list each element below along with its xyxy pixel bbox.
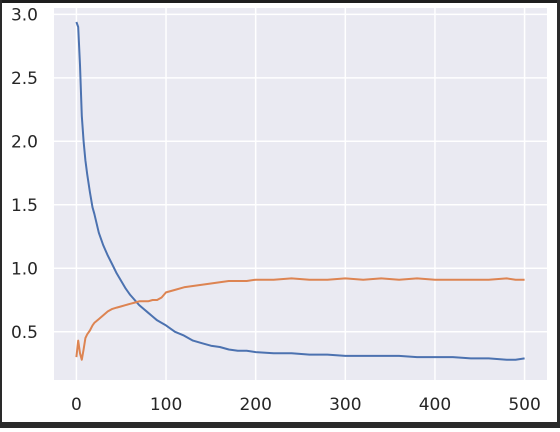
series-line-1 (75, 21, 525, 361)
x-tick-label: 400 (419, 395, 451, 415)
window-frame-bottom (0, 422, 560, 428)
x-tick-label: 200 (239, 395, 271, 415)
y-tick-label: 1.5 (11, 196, 38, 216)
window-frame-left (0, 0, 2, 428)
x-tick-label: 0 (71, 395, 82, 415)
x-tick-labels: 0 100 200 300 400 500 (71, 395, 541, 415)
window-frame-top (0, 0, 560, 3)
series-line-2 (75, 277, 525, 361)
y-tick-label: 1.0 (11, 259, 38, 279)
y-tick-label: 0.5 (11, 323, 38, 343)
y-tick-label: 3.0 (11, 5, 38, 25)
y-tick-label: 2.5 (11, 69, 38, 89)
grid (54, 8, 547, 380)
x-tick-label: 500 (508, 395, 540, 415)
x-tick-label: 300 (329, 395, 361, 415)
series-group (75, 21, 525, 361)
x-tick-label: 100 (150, 395, 182, 415)
y-tick-label: 2.0 (11, 132, 38, 152)
plot-area (54, 8, 547, 380)
window-frame-right (557, 0, 560, 428)
y-tick-labels: 0.5 1.0 1.5 2.0 2.5 3.0 (11, 5, 38, 342)
